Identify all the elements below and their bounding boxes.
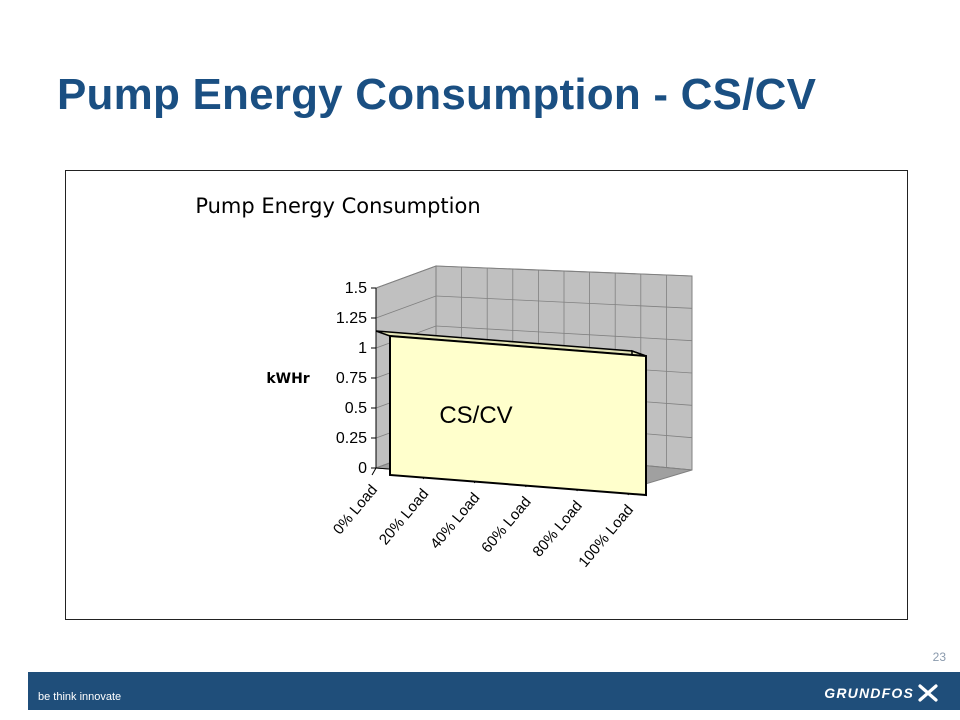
logo-mark-icon [918,684,938,702]
chart-frame: Pump Energy Consumption kWHr 0 0.25 0.5 0.7… [65,170,908,620]
y-tick-label: 0.5 [345,400,367,417]
area-series-face [389,334,647,497]
x-tick-mark [371,467,377,476]
slide-title: Pump Energy Consumption - CS/CV [57,70,817,119]
footer-band: be think innovate GRUNDFOS [28,672,960,710]
x-tick-label: 40% Load [427,490,483,553]
y-tick-label: 0.25 [336,430,367,447]
chart-gridline-horizontal [435,295,693,309]
x-tick-label: 100% Load [575,502,637,571]
chart-gridline-horizontal [435,265,693,277]
y-tick-label: 0.75 [336,370,367,387]
logo-text: GRUNDFOS [824,685,914,701]
x-tick-label: 0% Load [330,482,381,538]
x-tick-label: 60% Load [478,494,534,557]
y-tick-label: 1.5 [345,280,367,297]
x-tick-label: 20% Load [376,486,432,549]
page-number: 23 [932,650,946,664]
y-tick-label: 1.25 [336,310,367,327]
chart-gridline-horizontal [435,325,693,342]
chart-svg: Pump Energy Consumption kWHr 0 0.25 0.5 0.7… [195,194,693,571]
y-axis-label: kWHr [266,371,309,387]
footer-tagline: be think innovate [38,691,122,703]
y-tick-label: 1 [358,340,367,357]
area-series-label: CS/CV [439,402,512,429]
chart-title: Pump Energy Consumption [195,194,480,218]
y-tick-label: 0 [358,460,367,477]
x-tick-label: 80% Load [529,498,585,561]
chart-gridline-side [375,295,437,319]
chart-gridline-side [375,265,437,289]
grundfos-logo: GRUNDFOS [824,684,938,702]
